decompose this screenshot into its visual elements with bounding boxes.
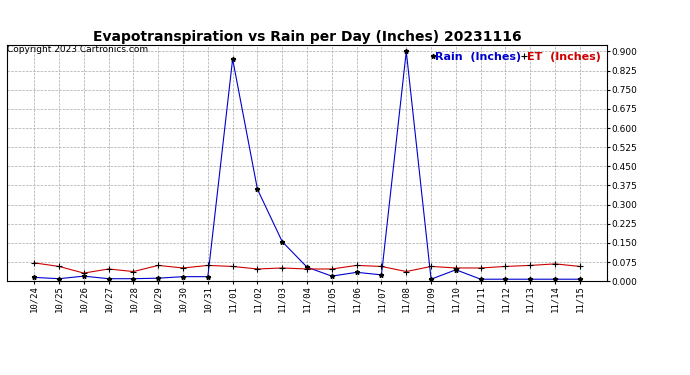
ET  (Inches) xyxy=(30,261,39,265)
Rain  (Inches) xyxy=(228,57,237,61)
Rain  (Inches) xyxy=(377,273,386,277)
Title: Evapotranspiration vs Rain per Day (Inches) 20231116: Evapotranspiration vs Rain per Day (Inch… xyxy=(92,30,522,44)
Rain  (Inches) xyxy=(477,277,485,282)
Rain  (Inches) xyxy=(104,276,112,281)
ET  (Inches) xyxy=(253,267,262,271)
ET  (Inches) xyxy=(402,269,411,274)
Rain  (Inches) xyxy=(452,267,460,272)
ET  (Inches) xyxy=(129,269,137,274)
Line: Rain  (Inches): Rain (Inches) xyxy=(32,49,582,282)
Rain  (Inches) xyxy=(551,277,560,282)
ET  (Inches) xyxy=(452,266,460,270)
ET  (Inches) xyxy=(228,264,237,268)
Rain  (Inches) xyxy=(575,277,584,282)
ET  (Inches) xyxy=(377,264,386,268)
Rain  (Inches) xyxy=(526,277,535,282)
Legend: Rain  (Inches), ET  (Inches): Rain (Inches), ET (Inches) xyxy=(432,51,602,63)
Text: Copyright 2023 Cartronics.com: Copyright 2023 Cartronics.com xyxy=(7,45,148,54)
ET  (Inches) xyxy=(104,267,112,271)
Rain  (Inches) xyxy=(278,239,286,244)
ET  (Inches) xyxy=(303,267,311,271)
ET  (Inches) xyxy=(427,264,435,268)
ET  (Inches) xyxy=(353,263,361,268)
Rain  (Inches) xyxy=(303,265,311,270)
ET  (Inches) xyxy=(575,264,584,268)
Rain  (Inches) xyxy=(253,187,262,192)
ET  (Inches) xyxy=(328,267,336,271)
ET  (Inches) xyxy=(154,263,162,268)
ET  (Inches) xyxy=(526,263,535,268)
Rain  (Inches) xyxy=(55,276,63,281)
ET  (Inches) xyxy=(477,266,485,270)
Line: ET  (Inches): ET (Inches) xyxy=(32,260,582,276)
ET  (Inches) xyxy=(204,263,212,268)
Rain  (Inches) xyxy=(204,274,212,279)
ET  (Inches) xyxy=(278,266,286,270)
Rain  (Inches) xyxy=(328,274,336,278)
ET  (Inches) xyxy=(551,262,560,266)
Rain  (Inches) xyxy=(129,276,137,281)
Rain  (Inches) xyxy=(79,274,88,278)
ET  (Inches) xyxy=(502,264,510,268)
Rain  (Inches) xyxy=(427,277,435,282)
Rain  (Inches) xyxy=(154,276,162,280)
Rain  (Inches) xyxy=(353,270,361,274)
ET  (Inches) xyxy=(55,264,63,268)
ET  (Inches) xyxy=(79,271,88,275)
Rain  (Inches) xyxy=(502,277,510,282)
Rain  (Inches) xyxy=(402,49,411,54)
Rain  (Inches) xyxy=(30,275,39,280)
ET  (Inches) xyxy=(179,266,187,270)
Rain  (Inches) xyxy=(179,274,187,279)
